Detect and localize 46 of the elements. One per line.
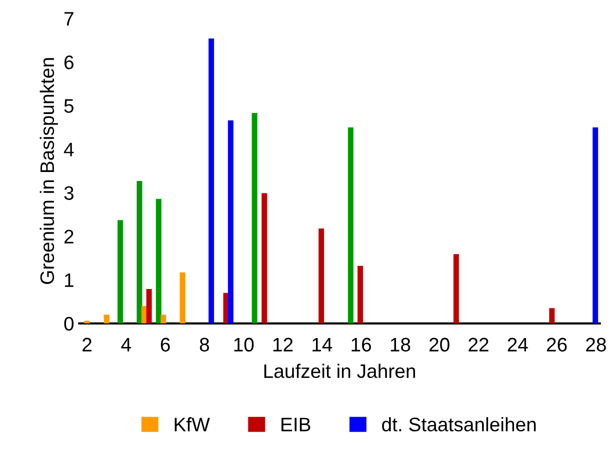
x-tick-label: 14 (312, 338, 332, 352)
y-tick-label: 0 (64, 316, 74, 331)
bar (262, 193, 268, 324)
x-tick-label: 12 (273, 338, 293, 352)
bar (180, 272, 186, 324)
y-tick-label: 4 (64, 142, 74, 156)
legend-label: EIB (282, 418, 310, 432)
x-axis-title: Laufzeit in Jahren (264, 364, 416, 378)
bar (358, 266, 364, 324)
bar (318, 228, 324, 324)
bar (228, 120, 234, 324)
x-tick-label: 26 (546, 338, 567, 352)
y-axis-title: Greenium in Basispunkten (40, 58, 58, 284)
x-tick-label: 28 (586, 338, 606, 352)
bar (146, 288, 152, 324)
bar (104, 314, 110, 324)
bar (136, 180, 142, 324)
legend-label: KfW (174, 417, 210, 432)
y-tick-label: 7 (64, 12, 74, 26)
x-tick-label: 22 (468, 338, 488, 352)
bar (118, 220, 124, 324)
bar (208, 38, 214, 324)
y-tick-label: 1 (64, 274, 74, 287)
y-tick-label: 2 (64, 230, 74, 244)
x-tick-label: 18 (390, 338, 410, 352)
x-tick-label: 4 (121, 338, 131, 352)
y-tick-label: 5 (64, 99, 74, 113)
bar (141, 306, 147, 324)
bar (223, 292, 229, 324)
x-tick-label: 10 (234, 338, 254, 352)
y-tick-label: 3 (64, 186, 74, 200)
x-tick-label: 16 (352, 338, 372, 352)
bar (160, 314, 166, 324)
x-tick-label: 8 (200, 338, 210, 352)
x-tick-label: 24 (508, 338, 528, 352)
legend-label: dt. Staatsanleihen (382, 417, 536, 432)
bar (592, 127, 598, 324)
bar (348, 127, 354, 324)
bar (453, 254, 459, 324)
bar (252, 113, 258, 324)
bar (549, 308, 555, 324)
y-tick-label: 6 (64, 56, 74, 70)
x-tick-label: 6 (160, 338, 170, 352)
bar (156, 198, 162, 324)
x-tick-label: 2 (82, 338, 92, 352)
x-tick-label: 20 (430, 338, 450, 352)
